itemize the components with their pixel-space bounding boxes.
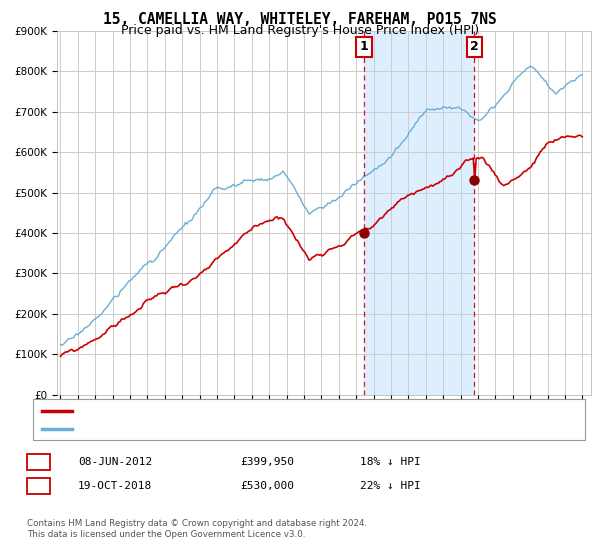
Text: Price paid vs. HM Land Registry's House Price Index (HPI): Price paid vs. HM Land Registry's House … xyxy=(121,24,479,36)
Text: £399,950: £399,950 xyxy=(240,457,294,467)
Text: 1: 1 xyxy=(35,455,42,469)
Text: 18% ↓ HPI: 18% ↓ HPI xyxy=(360,457,421,467)
Text: 22% ↓ HPI: 22% ↓ HPI xyxy=(360,481,421,491)
Text: 2: 2 xyxy=(470,40,479,53)
Text: 15, CAMELLIA WAY, WHITELEY, FAREHAM, PO15 7NS: 15, CAMELLIA WAY, WHITELEY, FAREHAM, PO1… xyxy=(103,12,497,27)
Text: 08-JUN-2012: 08-JUN-2012 xyxy=(78,457,152,467)
Text: This data is licensed under the Open Government Licence v3.0.: This data is licensed under the Open Gov… xyxy=(27,530,305,539)
Text: HPI: Average price, detached house, Winchester: HPI: Average price, detached house, Winc… xyxy=(78,424,389,434)
Text: 15, CAMELLIA WAY, WHITELEY, FAREHAM, PO15 7NS (detached house): 15, CAMELLIA WAY, WHITELEY, FAREHAM, PO1… xyxy=(78,405,497,416)
Bar xyxy=(364,31,475,395)
Text: £530,000: £530,000 xyxy=(240,481,294,491)
Text: Contains HM Land Registry data © Crown copyright and database right 2024.: Contains HM Land Registry data © Crown c… xyxy=(27,519,367,528)
Text: 1: 1 xyxy=(359,40,368,53)
Text: 2: 2 xyxy=(35,479,42,493)
Text: 19-OCT-2018: 19-OCT-2018 xyxy=(78,481,152,491)
